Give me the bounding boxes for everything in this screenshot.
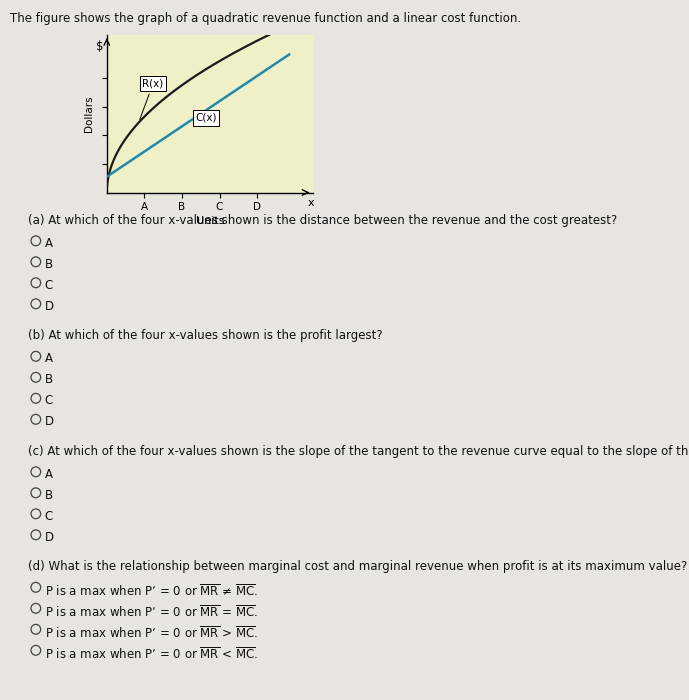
Text: C: C (45, 510, 53, 523)
Text: (d) What is the relationship between marginal cost and marginal revenue when pro: (d) What is the relationship between mar… (28, 560, 687, 573)
Text: D: D (45, 531, 54, 544)
Text: B: B (45, 258, 53, 271)
Text: R(x): R(x) (140, 78, 164, 120)
Text: A: A (45, 468, 53, 481)
Text: D: D (45, 300, 54, 313)
Text: A: A (45, 237, 53, 250)
Text: C: C (45, 279, 53, 292)
Text: C: C (45, 394, 53, 407)
Text: C(x): C(x) (195, 113, 216, 123)
Text: (c) At which of the four x-values shown is the slope of the tangent to the reven: (c) At which of the four x-values shown … (28, 444, 689, 458)
X-axis label: Units: Units (196, 216, 225, 226)
Text: x: x (308, 197, 315, 207)
Text: P is a max when P’ = 0 or $\overline{\mathregular{MR}}$ > $\overline{\mathregula: P is a max when P’ = 0 or $\overline{\ma… (45, 625, 258, 641)
Text: $: $ (96, 40, 103, 52)
Text: B: B (45, 489, 53, 502)
Text: D: D (45, 415, 54, 428)
Text: The figure shows the graph of a quadratic revenue function and a linear cost fun: The figure shows the graph of a quadrati… (10, 12, 522, 25)
Text: A: A (45, 352, 53, 365)
Text: (a) At which of the four x-values shown is the distance between the revenue and : (a) At which of the four x-values shown … (28, 214, 617, 227)
Text: B: B (45, 373, 53, 386)
Text: (b) At which of the four x-values shown is the profit largest?: (b) At which of the four x-values shown … (28, 329, 382, 342)
Text: P is a max when P’ = 0 or $\overline{\mathregular{MR}}$ < $\overline{\mathregula: P is a max when P’ = 0 or $\overline{\ma… (45, 646, 258, 662)
Text: P is a max when P’ = 0 or $\overline{\mathregular{MR}}$ ≠ $\overline{\mathregula: P is a max when P’ = 0 or $\overline{\ma… (45, 583, 258, 599)
Y-axis label: Dollars: Dollars (84, 95, 94, 132)
Text: P is a max when P’ = 0 or $\overline{\mathregular{MR}}$ = $\overline{\mathregula: P is a max when P’ = 0 or $\overline{\ma… (45, 604, 258, 620)
